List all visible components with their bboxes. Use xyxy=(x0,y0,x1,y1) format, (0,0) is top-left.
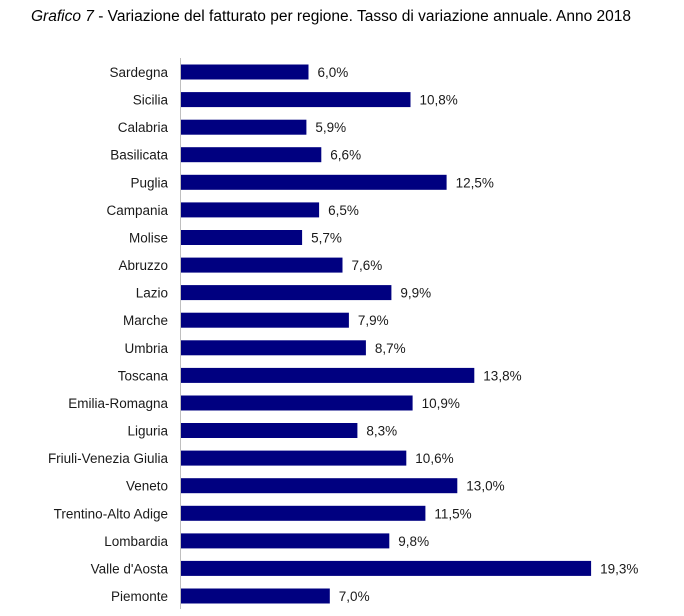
data-label: 6,5% xyxy=(328,203,359,218)
bar xyxy=(181,147,322,163)
bar xyxy=(181,395,413,411)
data-label: 10,9% xyxy=(422,396,460,411)
bar xyxy=(181,64,309,80)
bar xyxy=(181,119,307,135)
category-label: Lombardia xyxy=(104,534,168,549)
bar xyxy=(181,560,592,576)
bar xyxy=(181,230,303,245)
bar xyxy=(181,340,366,356)
data-label: 7,9% xyxy=(358,313,389,328)
category-label: Abruzzo xyxy=(118,258,168,273)
category-label: Piemonte xyxy=(111,589,168,604)
value-labels: 6,0% 10,8% 5,9% 6,6% 12,5% 6,5% 5,7% 7,6% 9,9% 7,… xyxy=(311,65,638,604)
category-label: Friuli-Venezia Giulia xyxy=(48,451,169,466)
bar xyxy=(181,533,390,549)
data-label: 10,8% xyxy=(420,93,458,108)
category-label: Umbria xyxy=(124,341,168,356)
data-label: 11,5% xyxy=(434,506,471,521)
category-label: Sardegna xyxy=(109,65,168,80)
category-label: Toscana xyxy=(118,368,169,383)
category-label: Emilia-Romagna xyxy=(68,396,168,411)
category-label: Veneto xyxy=(126,479,168,494)
chart-title-lead: Grafico 7 xyxy=(31,8,94,25)
bar xyxy=(181,202,320,218)
data-label: 8,3% xyxy=(366,424,397,439)
category-label: Molise xyxy=(129,231,168,246)
data-label: 13,8% xyxy=(483,368,521,383)
category-label: Calabria xyxy=(118,120,169,135)
chart-title-rest: - Variazione del fatturato per regione. … xyxy=(93,8,632,25)
category-label: Sicilia xyxy=(133,93,169,108)
data-label: 13,0% xyxy=(466,479,504,494)
data-label: 19,3% xyxy=(600,561,638,576)
bar xyxy=(181,505,426,521)
data-label: 7,0% xyxy=(339,589,370,604)
category-label: Valle d'Aosta xyxy=(91,561,169,576)
bars-layer xyxy=(181,64,592,604)
bar xyxy=(181,367,475,383)
bar xyxy=(181,174,447,190)
data-label: 9,8% xyxy=(398,534,429,549)
data-label: 6,6% xyxy=(330,148,361,163)
data-label: 7,6% xyxy=(352,258,383,273)
data-label: 6,0% xyxy=(318,65,349,80)
data-label: 10,6% xyxy=(415,451,453,466)
bar xyxy=(181,450,407,466)
bar xyxy=(181,312,349,328)
data-label: 12,5% xyxy=(456,175,494,190)
data-label: 9,9% xyxy=(400,286,431,301)
category-label: Liguria xyxy=(127,424,168,439)
category-label: Marche xyxy=(123,313,168,328)
category-label: Puglia xyxy=(130,175,168,190)
category-label: Campania xyxy=(106,203,168,218)
data-label: 5,7% xyxy=(311,231,342,246)
bar xyxy=(181,478,458,494)
chart-title: Grafico 7 - Variazione del fatturato per… xyxy=(31,7,671,27)
bar xyxy=(181,257,343,273)
bar xyxy=(181,588,330,604)
category-label: Lazio xyxy=(136,286,168,301)
bar xyxy=(181,92,411,108)
category-label: Basilicata xyxy=(110,148,168,163)
bar xyxy=(181,285,392,301)
category-label: Trentino-Alto Adige xyxy=(54,506,168,521)
bar xyxy=(181,423,358,438)
data-label: 5,9% xyxy=(315,120,346,135)
data-label: 8,7% xyxy=(375,341,406,356)
category-labels: Sardegna Sicilia Calabria Basilicata Puglia C… xyxy=(48,65,169,604)
